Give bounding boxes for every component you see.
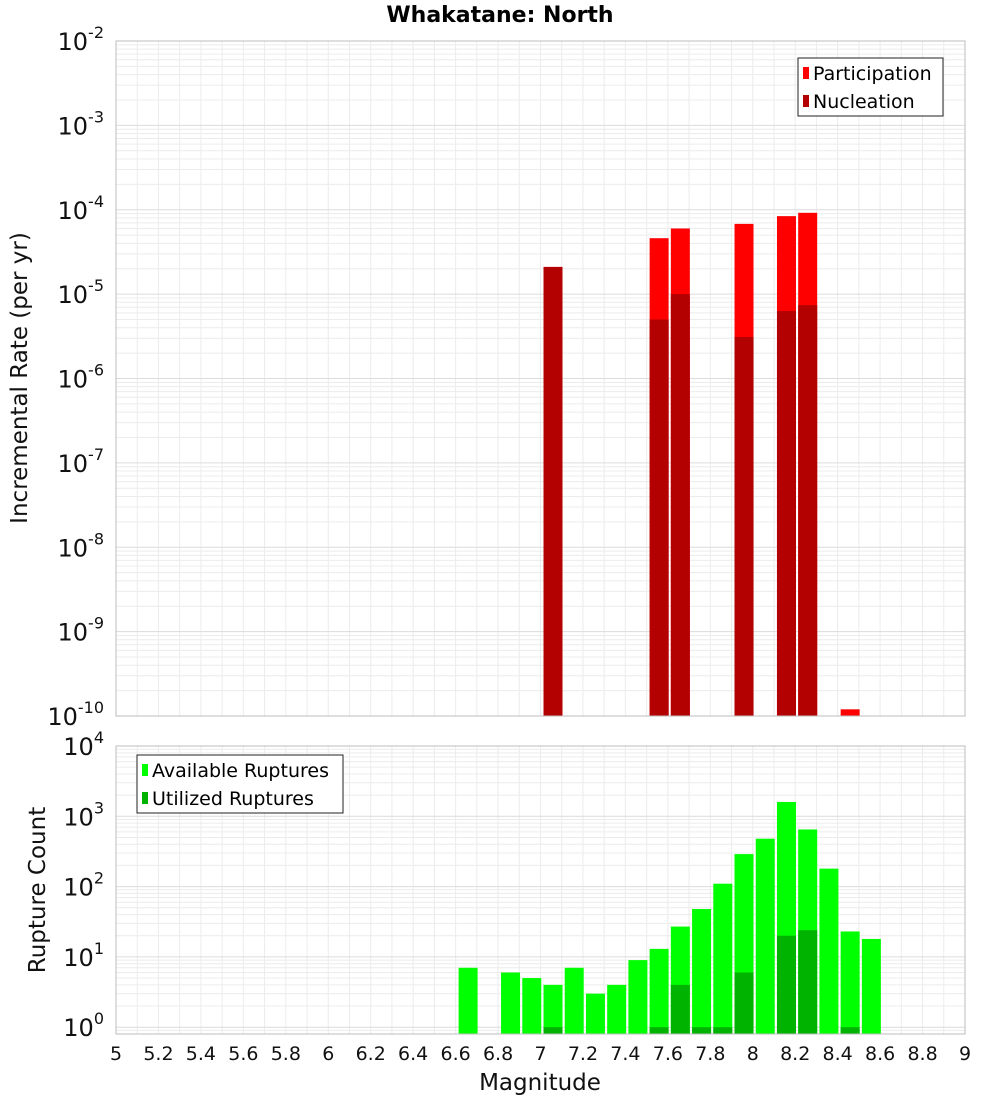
x-tick-label: 8.6 (865, 1043, 895, 1065)
legend-label: Available Ruptures (152, 760, 329, 782)
x-tick-label: 5 (110, 1043, 122, 1065)
utilized-series (543, 930, 860, 1034)
legend-box (136, 754, 344, 814)
y-tick-label: 10-5 (58, 276, 105, 309)
plot-frame (115, 40, 966, 717)
x-tick-label: 8.2 (780, 1043, 810, 1065)
utilized-bar (734, 972, 754, 1034)
available-bar (692, 909, 712, 1034)
available-bar (501, 972, 521, 1034)
participation-bar (840, 709, 860, 716)
x-tick-label: 8.4 (823, 1043, 853, 1065)
available-series (458, 801, 881, 1034)
x-tick-label: 5.6 (228, 1043, 258, 1065)
nucleation-bar (734, 337, 754, 716)
y-tick-label: 102 (63, 869, 104, 902)
x-tick-label: 7.8 (695, 1043, 725, 1065)
y-tick-label: 10-4 (58, 192, 105, 225)
x-axis-title: Magnitude (479, 1070, 601, 1096)
utilized-bar (543, 1027, 563, 1034)
available-bar (628, 960, 648, 1034)
legend-label: Participation (813, 63, 932, 85)
legend-swatch (142, 792, 148, 804)
legend-swatch (803, 67, 809, 79)
available-bar (861, 938, 881, 1034)
rate-panel: 10-10 10-9 10-8 10-7 10-6 10-5 10-4 10-3 10-2 Par… (47, 23, 966, 731)
nucleation-bar (543, 266, 563, 716)
utilized-bar (649, 1027, 669, 1034)
gridlines (115, 40, 966, 717)
x-tick-label: 5.4 (186, 1043, 216, 1065)
nucleation-bar (649, 319, 669, 716)
x-tick-label: 7 (534, 1043, 546, 1065)
x-tick-label: 8 (747, 1043, 759, 1065)
utilized-bar (692, 1027, 712, 1034)
x-tick-label: 6.2 (356, 1043, 386, 1065)
y-tick-label: 10-10 (47, 698, 104, 731)
utilized-bar (713, 1027, 733, 1034)
utilized-bar (798, 930, 818, 1034)
x-tick-label: 6 (322, 1043, 334, 1065)
available-bar (713, 883, 733, 1034)
legend-label: Utilized Ruptures (152, 788, 314, 810)
available-bar (649, 948, 669, 1034)
available-bar (543, 984, 563, 1034)
x-tick-label: 5.8 (271, 1043, 301, 1065)
y-tick-label: 101 (63, 939, 104, 972)
y-tick-label: 10-8 (58, 529, 105, 562)
available-bar (522, 978, 542, 1034)
legend-box (797, 57, 944, 117)
chart-title: Whakatane: North (386, 3, 613, 28)
nucleation-bar (776, 311, 796, 716)
x-tick-label: 7.4 (610, 1043, 640, 1065)
x-tick-label: 6.8 (483, 1043, 513, 1065)
bottom-y-axis-title: Rupture Count (25, 807, 51, 973)
plot-frame (115, 745, 966, 1035)
y-tick-label: 10-3 (58, 107, 105, 140)
available-bar (755, 838, 775, 1034)
utilized-bar (776, 935, 796, 1034)
legend-label: Nucleation (813, 91, 915, 113)
nucleation-bar (798, 305, 818, 716)
legend-swatch (142, 764, 148, 776)
available-bar (585, 993, 605, 1034)
available-bar (819, 868, 839, 1034)
x-tick-label: 6.6 (440, 1043, 470, 1065)
y-tick-label: 103 (63, 798, 104, 831)
top-y-axis-title: Incremental Rate (per yr) (7, 232, 33, 524)
available-bar (458, 967, 478, 1034)
available-bar (840, 931, 860, 1034)
utilized-bar (670, 984, 690, 1034)
x-tick-label: 9 (959, 1043, 971, 1065)
x-tick-label: 5.2 (143, 1043, 173, 1065)
x-tick-label: 7.6 (653, 1043, 683, 1065)
y-tick-label: 10-2 (58, 23, 105, 56)
x-tick-label: 7.2 (568, 1043, 598, 1065)
x-tick-label: 8.8 (907, 1043, 937, 1065)
utilized-bar (840, 1027, 860, 1034)
nucleation-bar (670, 294, 690, 716)
y-tick-label: 10-6 (58, 361, 105, 394)
available-bar (564, 967, 584, 1034)
x-tick-label: 6.4 (398, 1043, 428, 1065)
y-tick-label: 10-7 (58, 445, 105, 478)
legend: Participation Nucleation (797, 57, 944, 117)
available-bar (607, 984, 627, 1034)
y-tick-label: 10-9 (58, 614, 105, 647)
legend-swatch (803, 95, 809, 107)
legend: Available Ruptures Utilized Ruptures (136, 754, 344, 814)
nucleation-series (543, 266, 818, 716)
y-tick-label: 100 (63, 1009, 104, 1042)
rupture-count-panel: 100 101 102 103 104 5 5.2 5.4 5.6 5.8 6 6.2 6.4 6.6 6.… (63, 728, 971, 1065)
y-tick-label: 104 (63, 728, 104, 761)
